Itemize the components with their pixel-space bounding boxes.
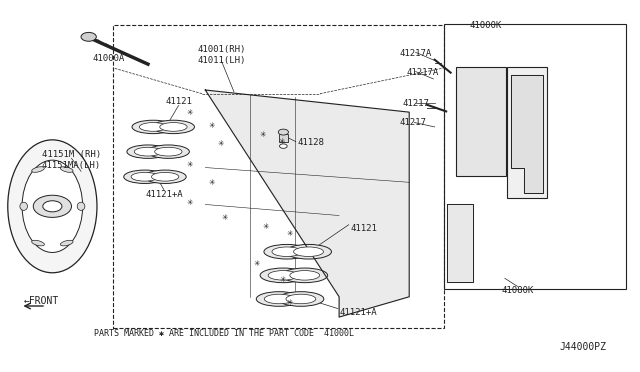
Ellipse shape xyxy=(140,122,166,131)
Text: 41000K: 41000K xyxy=(470,21,502,30)
Ellipse shape xyxy=(60,167,73,172)
Ellipse shape xyxy=(268,270,298,280)
Ellipse shape xyxy=(290,270,319,280)
Text: J44000PZ: J44000PZ xyxy=(560,341,607,352)
Ellipse shape xyxy=(31,167,44,172)
Ellipse shape xyxy=(260,268,306,283)
Ellipse shape xyxy=(131,172,159,181)
Text: 41128: 41128 xyxy=(298,138,324,147)
Ellipse shape xyxy=(256,292,302,306)
Text: 41080K: 41080K xyxy=(501,286,534,295)
Polygon shape xyxy=(447,205,473,282)
Ellipse shape xyxy=(286,294,316,304)
Text: 41217A: 41217A xyxy=(406,68,439,77)
Text: 41000A: 41000A xyxy=(92,54,125,63)
Text: ✳: ✳ xyxy=(286,298,292,307)
Text: 41001(RH)
41011(LH): 41001(RH) 41011(LH) xyxy=(197,45,245,65)
Text: ✳: ✳ xyxy=(259,130,266,139)
Ellipse shape xyxy=(285,244,332,259)
Circle shape xyxy=(280,144,287,148)
Text: 41121: 41121 xyxy=(351,224,378,233)
Ellipse shape xyxy=(20,202,28,211)
Text: ✳: ✳ xyxy=(253,259,259,268)
Circle shape xyxy=(33,195,72,217)
Ellipse shape xyxy=(155,147,182,156)
Text: ✳: ✳ xyxy=(280,275,286,283)
Ellipse shape xyxy=(144,170,186,183)
Ellipse shape xyxy=(31,240,44,246)
Text: ✳: ✳ xyxy=(186,198,193,207)
Circle shape xyxy=(81,32,97,41)
Text: PARTS MARKED ✱ ARE INCLUDED IN THE PART CODE  41000L: PARTS MARKED ✱ ARE INCLUDED IN THE PART … xyxy=(95,329,355,338)
Text: 41217: 41217 xyxy=(399,118,426,127)
Ellipse shape xyxy=(152,172,179,181)
Text: ✳: ✳ xyxy=(286,230,292,238)
Ellipse shape xyxy=(60,240,73,246)
Ellipse shape xyxy=(134,147,162,156)
Circle shape xyxy=(43,201,62,212)
Bar xyxy=(444,23,626,289)
Ellipse shape xyxy=(264,244,310,259)
Ellipse shape xyxy=(132,120,174,134)
Ellipse shape xyxy=(264,294,294,304)
Text: ✳: ✳ xyxy=(218,139,225,148)
Ellipse shape xyxy=(8,140,97,273)
Ellipse shape xyxy=(77,202,85,211)
FancyBboxPatch shape xyxy=(456,67,506,176)
Ellipse shape xyxy=(278,292,324,306)
Ellipse shape xyxy=(282,268,328,283)
Ellipse shape xyxy=(124,170,166,183)
Ellipse shape xyxy=(272,247,302,256)
Ellipse shape xyxy=(160,122,187,131)
Text: ✳: ✳ xyxy=(278,137,285,146)
Text: 41121+A: 41121+A xyxy=(145,190,182,199)
FancyBboxPatch shape xyxy=(507,67,547,198)
Text: ✳: ✳ xyxy=(209,121,215,130)
Ellipse shape xyxy=(294,247,323,256)
Text: ✳: ✳ xyxy=(221,213,228,222)
Bar xyxy=(278,134,288,142)
Text: 41217A: 41217A xyxy=(399,49,432,58)
Text: 41121+A: 41121+A xyxy=(339,308,377,317)
Text: ✳: ✳ xyxy=(209,178,215,187)
Polygon shape xyxy=(511,75,543,193)
Polygon shape xyxy=(205,90,409,317)
Bar xyxy=(113,25,444,328)
Ellipse shape xyxy=(127,145,169,158)
Text: 41217: 41217 xyxy=(403,99,429,108)
Text: ✳: ✳ xyxy=(262,222,269,231)
Circle shape xyxy=(278,129,289,135)
Ellipse shape xyxy=(147,145,189,158)
Text: ✳: ✳ xyxy=(186,108,193,117)
Text: 41151M (RH)
41151MA(LH): 41151M (RH) 41151MA(LH) xyxy=(42,150,100,170)
Text: 41121: 41121 xyxy=(165,97,192,106)
Text: ✳: ✳ xyxy=(186,160,193,169)
Ellipse shape xyxy=(22,160,83,253)
Ellipse shape xyxy=(152,120,195,134)
Text: ←FRONT: ←FRONT xyxy=(23,296,58,306)
